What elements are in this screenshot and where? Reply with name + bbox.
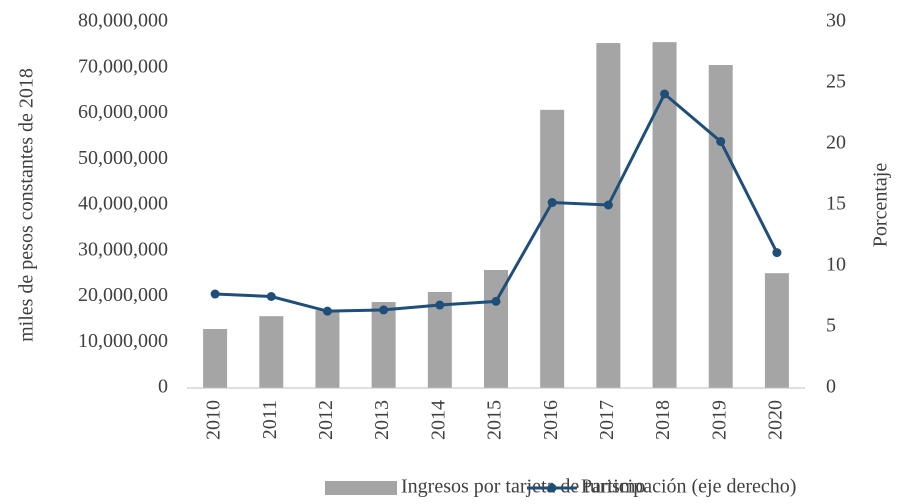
- y-tick-label: 20,000,000: [78, 284, 168, 306]
- x-tick-label: 2018: [652, 400, 674, 440]
- y2-tick-label: 0: [826, 376, 836, 398]
- y-tick-label: 60,000,000: [78, 101, 168, 123]
- x-tick-label: 2017: [596, 400, 618, 440]
- y-tick-label: 30,000,000: [78, 238, 168, 260]
- line-marker: [210, 289, 220, 299]
- line-marker: [266, 292, 276, 301]
- y2-tick-label: 25: [826, 71, 846, 93]
- x-tick-label: 2019: [708, 400, 730, 440]
- legend-swatch: [325, 481, 397, 495]
- line-marker: [379, 305, 389, 315]
- y2-tick-label: 10: [826, 254, 846, 276]
- x-tick-label: 2012: [315, 400, 337, 440]
- bar: [315, 310, 340, 388]
- line-marker: [547, 198, 557, 208]
- bar: [371, 301, 396, 388]
- y-tick-label: 50,000,000: [78, 147, 168, 169]
- x-tick-label: 2010: [203, 400, 225, 440]
- y-tick-label: 70,000,000: [78, 55, 168, 77]
- line-marker: [772, 248, 782, 258]
- bar: [540, 109, 565, 388]
- x-tick-label: 2013: [371, 400, 393, 440]
- legend-label: Ingresos por tarjeta de turismo: [401, 476, 645, 498]
- y-tick-label: 0: [158, 376, 168, 398]
- line-marker: [435, 300, 445, 310]
- line-marker: [660, 89, 670, 99]
- y-tick-label: 10,000,000: [78, 330, 168, 352]
- y-tick-label: 40,000,000: [78, 193, 168, 215]
- x-tick-label: 2020: [765, 400, 787, 440]
- bar: [764, 273, 789, 388]
- x-tick-label: 2014: [427, 400, 449, 440]
- y2-tick-label: 20: [826, 132, 846, 154]
- line-marker: [322, 306, 332, 316]
- legend-marker: [547, 483, 557, 493]
- x-tick-label: 2015: [484, 400, 506, 440]
- y2-axis-title: Porcentaje: [870, 163, 892, 248]
- bar: [596, 43, 621, 389]
- y2-tick-label: 5: [826, 315, 836, 337]
- line-marker: [716, 137, 726, 147]
- line-marker: [491, 296, 501, 306]
- y-tick-label: 80,000,000: [78, 10, 168, 32]
- x-tick-label: 2016: [540, 400, 562, 440]
- x-tick-label: 2011: [259, 400, 281, 439]
- y-axis-title: miles de pesos constantes de 2018: [16, 68, 38, 342]
- line-marker: [603, 200, 613, 210]
- legend-label: Participación (eje derecho): [581, 476, 796, 498]
- bar: [203, 328, 228, 388]
- bar: [708, 65, 733, 388]
- bar: [259, 316, 284, 388]
- y2-tick-label: 15: [826, 193, 846, 215]
- y2-tick-label: 30: [826, 10, 846, 32]
